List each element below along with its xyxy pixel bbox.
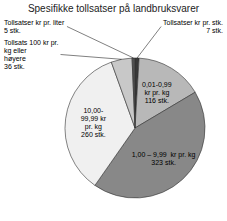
slice-label-line: 260 stk. xyxy=(81,131,106,138)
chart: Spesifikke tollsatser på landbruksvarer 0… xyxy=(0,0,227,221)
slice-label: Tollsats 100 kr pr.kg ellerhøyere36 stk. xyxy=(4,39,59,70)
slice-label: Tollsatser kr pr. stk.7 stk. xyxy=(163,19,223,34)
slice-label-line: Tollsatser kr pr. liter xyxy=(4,19,65,27)
pie-slice xyxy=(111,58,135,128)
leader-line xyxy=(137,27,161,59)
slice-label: Tollsatser kr pr. liter5 stk. xyxy=(4,19,65,34)
slice-label-line: kr pr. kg xyxy=(144,89,169,97)
slice-label: 10,00-99,99 krpr. kg260 stk. xyxy=(81,107,107,138)
slice-label: 1,00 – 9,99 kr pr. kg323 stk. xyxy=(132,151,196,166)
slice-label: 0,01-0,99kr pr. kg116 stk. xyxy=(142,81,172,104)
labels: 0,01-0,99kr pr. kg116 stk. 1,00 – 9,99 kr… xyxy=(4,19,223,166)
slice-label-line: kg eller xyxy=(4,47,27,55)
slice-label-line: 116 stk. xyxy=(145,97,169,104)
slice-label-line: 1,00 – 9,99 kr pr. kg xyxy=(132,151,196,159)
pie-slice xyxy=(132,58,135,128)
slice-label-line: 5 stk. xyxy=(4,27,21,34)
slice-label-line: 99,99 kr xyxy=(81,115,107,122)
title: Spesifikke tollsatser på landbruksvarer xyxy=(28,3,200,14)
pie xyxy=(65,58,205,198)
slice-label-line: pr. kg xyxy=(85,123,102,131)
slice-label-line: 0,01-0,99 xyxy=(142,81,172,88)
slice-label-line: 36 stk. xyxy=(4,63,25,70)
slice-label-line: 7 stk. xyxy=(206,27,223,34)
slice-label-line: 323 stk. xyxy=(151,159,176,166)
slice-label-line: Tollsats 100 kr pr. xyxy=(4,39,59,47)
leader-line xyxy=(61,55,122,60)
slice-label-line: 10,00- xyxy=(83,107,104,114)
leader-line xyxy=(67,27,134,59)
slice-label-line: høyere xyxy=(4,55,26,63)
slice-label-line: Tollsatser kr pr. stk. xyxy=(163,19,223,27)
